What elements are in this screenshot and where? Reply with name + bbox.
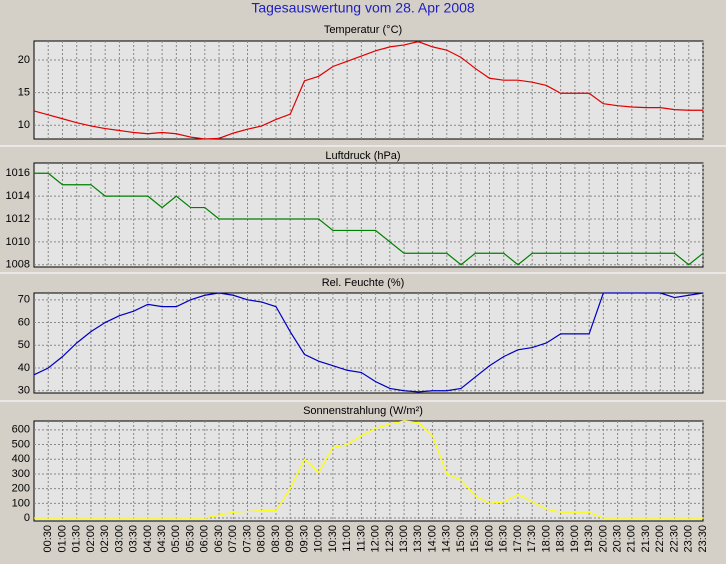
x-tick-label: 14:00 xyxy=(426,525,438,553)
panel-title: Sonnenstrahlung (W/m²) xyxy=(303,405,423,417)
x-tick-label: 01:30 xyxy=(71,525,83,553)
x-tick-label: 02:30 xyxy=(99,525,111,553)
x-tick-label: 10:30 xyxy=(327,525,339,553)
y-tick-label: 500 xyxy=(12,438,30,450)
data-line xyxy=(33,41,703,140)
x-tick-label: 19:30 xyxy=(583,525,595,553)
page-title: Tagesauswertung vom 28. Apr 2008 xyxy=(251,0,475,16)
x-tick-label: 16:00 xyxy=(483,525,495,553)
x-tick-label: 16:30 xyxy=(498,525,510,553)
x-tick-label: 23:00 xyxy=(683,525,695,553)
panel-title: Rel. Feuchte (%) xyxy=(322,277,405,289)
x-tick-label: 15:30 xyxy=(469,525,481,553)
x-tick-label: 04:30 xyxy=(156,525,168,553)
x-tick-label: 21:00 xyxy=(626,525,638,553)
panel-title: Temperatur (°C) xyxy=(324,24,402,36)
y-tick-label: 30 xyxy=(18,385,30,397)
x-tick-label: 22:00 xyxy=(654,525,666,553)
y-tick-label: 100 xyxy=(12,497,30,509)
x-tick-label: 14:30 xyxy=(441,525,453,553)
data-line xyxy=(34,172,704,266)
x-tick-label: 04:00 xyxy=(142,525,154,553)
x-tick-label: 20:30 xyxy=(612,525,624,553)
x-tick-label: 06:00 xyxy=(199,525,211,553)
y-tick-label: 1010 xyxy=(6,236,30,248)
x-tick-label: 05:00 xyxy=(170,525,182,553)
x-tick-label: 18:00 xyxy=(540,525,552,553)
x-tick-label: 07:30 xyxy=(241,525,253,553)
x-tick-label: 12:30 xyxy=(384,525,396,553)
data-line xyxy=(33,292,704,393)
y-tick-label: 15 xyxy=(18,87,30,99)
x-tick-label: 22:30 xyxy=(668,525,680,553)
x-tick-label: 07:00 xyxy=(227,525,239,553)
x-tick-label: 20:00 xyxy=(597,525,609,553)
x-tick-label: 06:30 xyxy=(213,525,225,553)
x-tick-label: 12:00 xyxy=(370,525,382,553)
x-tick-label: 23:30 xyxy=(697,525,709,553)
y-tick-label: 300 xyxy=(12,468,30,480)
x-tick-label: 02:00 xyxy=(85,525,97,553)
y-tick-label: 40 xyxy=(18,362,30,374)
y-tick-label: 600 xyxy=(12,424,30,436)
x-tick-label: 03:00 xyxy=(113,525,125,553)
y-tick-label: 10 xyxy=(18,119,30,131)
x-tick-label: 11:30 xyxy=(355,525,367,552)
x-tick-label: 03:30 xyxy=(128,525,140,553)
panel-title: Luftdruck (hPa) xyxy=(325,150,400,162)
y-tick-label: 1008 xyxy=(6,259,30,271)
x-tick-label: 19:00 xyxy=(569,525,581,553)
x-tick-label: 00:30 xyxy=(42,525,54,553)
x-tick-label: 01:00 xyxy=(56,525,68,553)
y-tick-label: 200 xyxy=(12,483,30,495)
x-tick-label: 13:30 xyxy=(412,525,424,553)
x-tick-label: 08:00 xyxy=(256,525,268,553)
x-tick-label: 05:30 xyxy=(184,525,196,553)
data-line xyxy=(34,420,703,519)
x-tick-label: 08:30 xyxy=(270,525,282,553)
y-tick-label: 50 xyxy=(18,339,30,351)
x-tick-label: 17:30 xyxy=(526,525,538,553)
y-tick-label: 20 xyxy=(18,54,30,66)
y-tick-label: 70 xyxy=(18,294,30,306)
x-tick-label: 10:00 xyxy=(313,525,325,553)
x-tick-label: 21:30 xyxy=(640,525,652,553)
y-tick-label: 1014 xyxy=(6,190,30,202)
y-tick-label: 60 xyxy=(18,316,30,328)
y-tick-label: 1012 xyxy=(6,213,30,225)
plot-area xyxy=(33,420,704,522)
x-tick-label: 18:30 xyxy=(555,525,567,553)
y-tick-label: 1016 xyxy=(6,167,30,179)
plot-area xyxy=(33,40,704,140)
x-tick-label: 17:00 xyxy=(512,525,524,553)
x-tick-label: 11:00 xyxy=(341,525,353,552)
plot-area xyxy=(33,292,704,394)
plot-area xyxy=(33,162,704,268)
y-tick-label: 400 xyxy=(12,453,30,465)
x-tick-label: 13:00 xyxy=(398,525,410,553)
y-tick-label: 0 xyxy=(24,512,30,524)
x-tick-label: 09:00 xyxy=(284,525,296,553)
x-tick-label: 15:00 xyxy=(455,525,467,553)
x-tick-label: 09:30 xyxy=(298,525,310,553)
